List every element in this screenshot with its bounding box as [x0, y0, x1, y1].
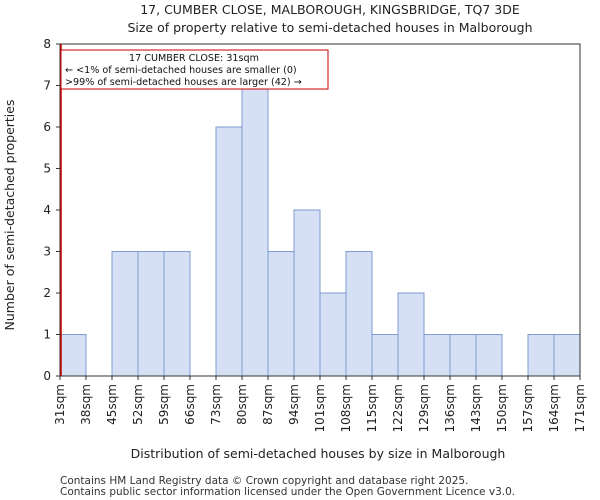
bar-115sqm — [371, 334, 399, 377]
annotation-border — [60, 49, 329, 90]
footer-line-2: Contains public sector information licen… — [60, 486, 515, 498]
x-tick-label: 87sqm — [261, 384, 275, 425]
y-tick-label: 6 — [43, 120, 51, 134]
chart-title: 17, CUMBER CLOSE, MALBOROUGH, KINGSBRIDG… — [140, 2, 520, 17]
bar-59sqm — [163, 251, 191, 377]
bar-157sqm — [527, 334, 555, 377]
y-axis-label: Number of semi-detached properties — [2, 100, 17, 331]
x-tick-label: 101sqm — [313, 384, 327, 432]
annotation-box: 17 CUMBER CLOSE: 31sqm ← <1% of semi-det… — [60, 49, 329, 90]
x-tick-label: 52sqm — [131, 384, 145, 425]
bar-45sqm — [111, 251, 139, 377]
x-axis-label: Distribution of semi-detached houses by … — [131, 446, 506, 461]
bar-52sqm — [137, 251, 165, 377]
annotation-line-property: 17 CUMBER CLOSE: 31sqm — [129, 53, 259, 64]
y-axis-ticks: 0 1 2 3 4 5 6 7 8 — [43, 37, 60, 383]
chart-subtitle: Size of property relative to semi-detach… — [127, 20, 532, 35]
x-tick-label: 94sqm — [287, 384, 301, 425]
x-tick-label: 143sqm — [469, 384, 483, 432]
x-tick-label: 129sqm — [417, 384, 431, 432]
bar-101sqm — [319, 292, 347, 377]
bars-group — [59, 85, 581, 377]
x-tick-label: 73sqm — [209, 384, 223, 425]
annotation-line-larger: >99% of semi-detached houses are larger … — [65, 77, 302, 88]
bar-122sqm — [397, 292, 425, 377]
y-tick-label: 3 — [43, 245, 51, 259]
bar-136sqm — [449, 334, 477, 377]
bar-94sqm — [293, 209, 321, 377]
annotation-line-smaller: ← <1% of semi-detached houses are smalle… — [65, 65, 297, 76]
x-tick-label: 80sqm — [235, 384, 249, 425]
footer-line-1: Contains HM Land Registry data © Crown c… — [60, 475, 468, 487]
bar-87sqm — [267, 251, 295, 377]
bar-80sqm — [241, 85, 269, 377]
bar-164sqm — [553, 334, 581, 377]
x-tick-label: 38sqm — [79, 384, 93, 425]
x-tick-label: 150sqm — [495, 384, 509, 432]
x-tick-label: 31sqm — [53, 384, 67, 425]
x-tick-label: 115sqm — [365, 384, 379, 432]
x-tick-label: 59sqm — [157, 384, 171, 425]
y-tick-label: 7 — [43, 79, 51, 93]
x-tick-label: 157sqm — [521, 384, 535, 432]
x-tick-label: 136sqm — [443, 384, 457, 432]
y-tick-label: 2 — [43, 286, 51, 300]
x-tick-label: 122sqm — [391, 384, 405, 432]
y-tick-label: 0 — [43, 369, 51, 383]
plot-frame — [59, 43, 581, 377]
bar-108sqm — [345, 251, 373, 377]
y-tick-label: 4 — [43, 203, 51, 217]
x-axis-ticks: 31sqm 38sqm 45sqm 52sqm 59sqm 66sqm 73sqm 80sqm… — [53, 376, 587, 432]
y-tick-label: 5 — [43, 162, 51, 176]
x-tick-label: 171sqm — [573, 384, 587, 432]
x-tick-label: 108sqm — [339, 384, 353, 432]
bar-129sqm — [423, 334, 451, 377]
x-tick-label: 45sqm — [105, 384, 119, 425]
bar-73sqm — [215, 126, 243, 377]
x-tick-label: 66sqm — [183, 384, 197, 425]
bar-31sqm — [59, 334, 87, 377]
y-tick-label: 1 — [43, 328, 51, 342]
bar-143sqm — [475, 334, 503, 377]
y-tick-label: 8 — [43, 37, 51, 51]
x-tick-label: 164sqm — [547, 384, 561, 432]
